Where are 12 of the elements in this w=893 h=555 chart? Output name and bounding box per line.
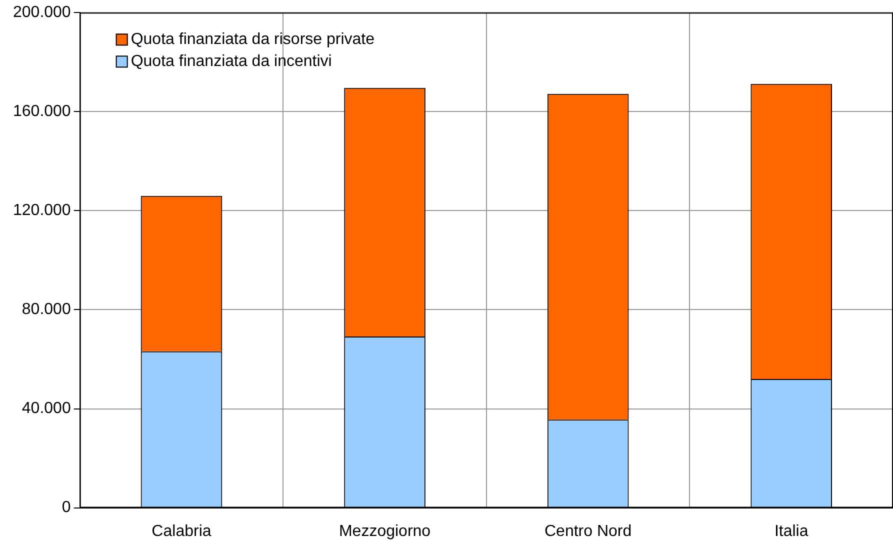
x-tick-label: Centro Nord — [544, 522, 632, 540]
legend-label: Quota finanziata da incentivi — [130, 53, 332, 70]
x-tick-label: Calabria — [152, 522, 212, 540]
y-tick-label: 40.000 — [22, 400, 71, 418]
y-tick-label: 0 — [62, 499, 71, 516]
y-tick-label: 80.000 — [22, 301, 71, 318]
y-tick-label: 120.000 — [12, 202, 71, 220]
x-tick-label: Mezzogiorno — [338, 522, 431, 540]
legend-label: Quota finanziata da risorse private — [130, 31, 375, 48]
y-tick-label: 160.000 — [12, 103, 71, 120]
y-tick-label: 200.000 — [12, 4, 71, 22]
x-tick-label: Italia — [774, 522, 808, 540]
